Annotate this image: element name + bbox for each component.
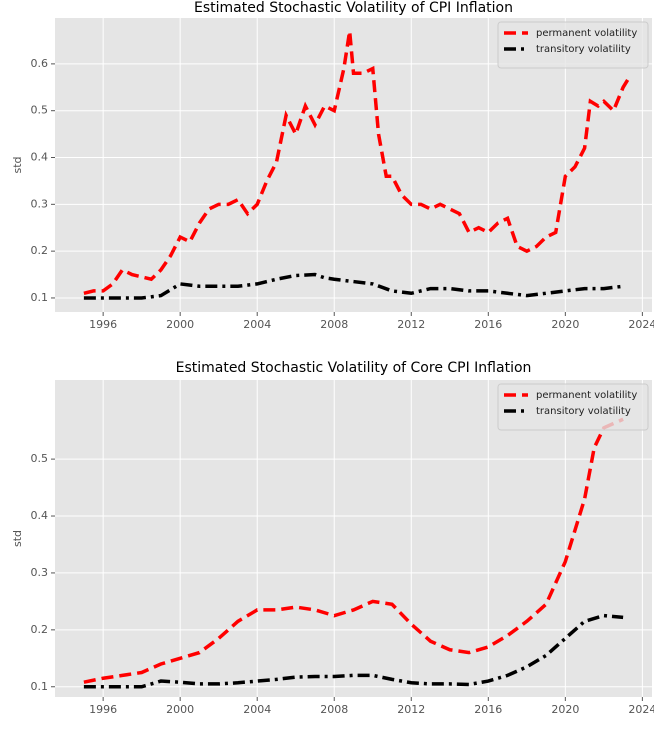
y-tick-label: 0.6 (31, 57, 49, 70)
plot-area (55, 380, 652, 697)
legend-label: permanent volatility (536, 390, 637, 401)
legend-box (497, 21, 649, 69)
legend-label: transitory volatility (536, 406, 631, 417)
data-line (83, 30, 631, 295)
x-tick-label: 2000 (166, 318, 194, 331)
chart-title: Estimated Stochastic Volatility of CPI I… (194, 0, 513, 16)
x-tick-label: 2016 (474, 703, 502, 716)
x-tick-label: 1996 (89, 703, 117, 716)
x-tick-label: 1996 (89, 318, 117, 331)
y-tick-label: 0.3 (31, 197, 49, 210)
data-line (83, 613, 624, 689)
x-tick-label: 2020 (551, 318, 579, 331)
y-axis-label: std (11, 156, 24, 173)
x-tick-label: 2012 (397, 703, 425, 716)
legend-box (497, 383, 649, 431)
y-tick-label: 0.2 (31, 244, 49, 257)
x-tick-label: 2008 (320, 703, 348, 716)
x-tick-label: 2012 (397, 318, 425, 331)
x-tick-label: 2000 (166, 703, 194, 716)
y-tick-label: 0.5 (31, 104, 49, 117)
y-tick-label: 0.4 (31, 151, 49, 164)
y-tick-label: 0.5 (31, 452, 49, 465)
x-tick-label: 2024 (628, 703, 654, 716)
x-tick-label: 2004 (243, 318, 271, 331)
y-axis-label: std (11, 530, 24, 547)
data-line (83, 272, 624, 300)
x-tick-label: 2004 (243, 703, 271, 716)
y-tick-label: 0.4 (31, 509, 49, 522)
chart-title: Estimated Stochastic Volatility of Core … (176, 360, 532, 376)
x-tick-label: 2016 (474, 318, 502, 331)
x-tick-label: 2020 (551, 703, 579, 716)
y-tick-label: 0.1 (31, 291, 49, 304)
legend-label: permanent volatility (536, 28, 637, 39)
x-tick-label: 2008 (320, 318, 348, 331)
y-tick-label: 0.1 (31, 680, 49, 693)
y-tick-label: 0.3 (31, 566, 49, 579)
legend-label: transitory volatility (536, 44, 631, 55)
x-tick-label: 2024 (628, 318, 654, 331)
y-tick-label: 0.2 (31, 623, 49, 636)
data-line (83, 417, 624, 684)
